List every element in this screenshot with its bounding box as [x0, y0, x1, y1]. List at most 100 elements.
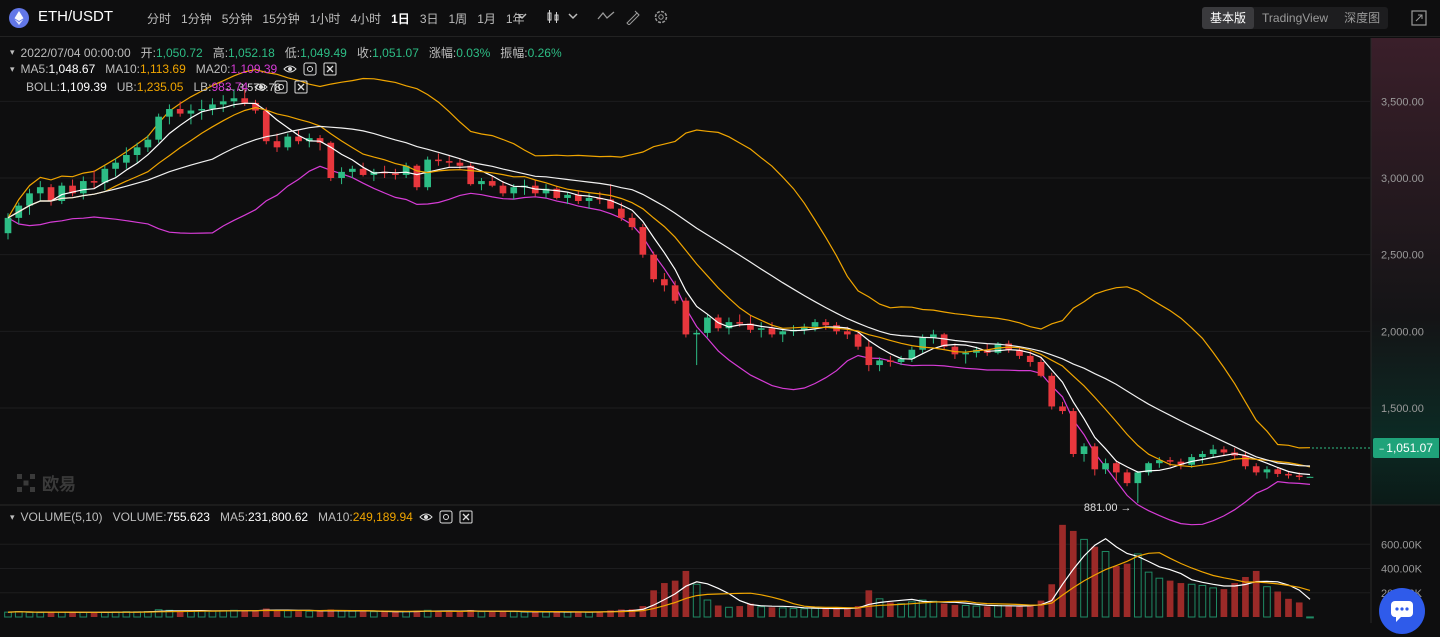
volume-bar	[887, 602, 894, 617]
settings-gear-icon[interactable]	[653, 9, 669, 28]
volume-bar	[811, 607, 819, 618]
candle-body	[1295, 475, 1303, 477]
chevron-down-icon[interactable]	[566, 9, 580, 26]
candle-body	[1209, 449, 1217, 454]
candle-body	[90, 181, 98, 183]
candle-body	[800, 326, 808, 330]
volume-bar	[1059, 524, 1066, 617]
eye-icon[interactable]	[419, 510, 433, 524]
candle-type-icon[interactable]	[545, 9, 561, 28]
volume-bar	[57, 611, 66, 618]
change-label: 涨幅:	[428, 46, 457, 60]
collapse-caret-icon[interactable]: ▾	[10, 511, 15, 522]
candle-body	[843, 331, 851, 335]
eye-icon[interactable]	[283, 62, 297, 76]
moving-average-lines	[7, 102, 1311, 476]
candle-body	[822, 322, 830, 326]
draw-tool-icon[interactable]	[625, 9, 641, 28]
collapse-caret-icon[interactable]: ▾	[10, 63, 15, 74]
trading-pair[interactable]: ETH/USDT	[38, 8, 113, 25]
volume-tick-label: 400.00K	[1381, 564, 1423, 576]
candle-body	[305, 138, 313, 142]
volume-bar	[778, 607, 787, 618]
volume-bar	[918, 599, 927, 618]
vol-ma5-label: MA5:	[219, 510, 248, 524]
candle-body	[768, 328, 776, 335]
candle-body	[284, 136, 292, 148]
volume-bar	[262, 608, 270, 617]
interval-5m[interactable]: 5分钟	[221, 12, 253, 26]
volume-bar	[445, 611, 453, 617]
interval-3d[interactable]: 3日	[419, 12, 439, 26]
candle-body	[499, 185, 507, 194]
volume-bar	[348, 610, 357, 618]
vol-ma5-value: 231,800.62	[247, 510, 309, 524]
volume-bar	[1209, 587, 1217, 618]
volume-bar	[1177, 583, 1185, 617]
candle-body	[348, 168, 356, 172]
support-chat-button[interactable]	[1379, 588, 1425, 634]
settings-gear-icon[interactable]	[303, 62, 317, 76]
volume-bar	[768, 607, 776, 617]
mode-basic[interactable]: 基本版	[1202, 7, 1255, 29]
fullscreen-icon[interactable]	[1410, 9, 1428, 30]
volume-bar	[1016, 606, 1023, 617]
volume-indicator-title: VOLUME(5,10)	[20, 510, 103, 524]
candle-body	[1091, 446, 1099, 470]
ma10-label: MA10:	[105, 62, 140, 76]
candle-date: 2022/07/04 00:00:00	[20, 45, 131, 60]
last-price-tag: −1,051.07	[1373, 438, 1439, 458]
volume-bar	[1069, 530, 1077, 617]
candle-body	[919, 337, 926, 350]
settings-gear-icon[interactable]	[274, 80, 288, 94]
volume-bars	[4, 524, 1314, 619]
candle-body	[456, 162, 464, 166]
candle-body	[1156, 460, 1163, 464]
mode-depth[interactable]: 深度图	[1344, 11, 1381, 25]
candle-body	[488, 181, 496, 186]
candle-body	[241, 98, 249, 103]
candle-body	[478, 181, 485, 185]
collapse-caret-icon[interactable]: ▾	[10, 47, 15, 57]
candlestick-series	[4, 89, 1314, 503]
indicator-icon[interactable]	[597, 9, 615, 26]
close-icon[interactable]	[459, 510, 473, 524]
settings-gear-icon[interactable]	[439, 510, 453, 524]
interval-15m[interactable]: 15分钟	[262, 12, 300, 26]
candle-body	[392, 173, 399, 175]
volume-bar	[1252, 570, 1260, 617]
candle-body	[736, 322, 744, 324]
candle-body	[1220, 449, 1228, 453]
volume-bar	[1242, 576, 1249, 617]
volume-bar	[477, 611, 486, 618]
interval-4h[interactable]: 4小时	[350, 12, 382, 26]
ma10-line	[7, 106, 1311, 468]
candle-body	[1252, 466, 1260, 473]
interval-tick[interactable]: 分时	[147, 12, 172, 26]
chevron-down-icon[interactable]	[515, 9, 529, 26]
volume-bar	[725, 606, 733, 618]
interval-1d[interactable]: 1日	[391, 12, 410, 26]
interval-1mo[interactable]: 1月	[477, 12, 496, 26]
candle-body	[58, 185, 66, 201]
volume-bar	[435, 611, 442, 617]
candle-body	[628, 217, 636, 228]
candle-body	[1102, 463, 1109, 470]
eye-icon[interactable]	[254, 80, 268, 94]
volume-bar	[1144, 571, 1153, 618]
interval-1m[interactable]: 1分钟	[181, 12, 212, 26]
kline-chart[interactable]: 3,500.00 3,000.00 2,500.00 2,000.00 1,500.00…	[0, 0, 1440, 623]
volume-bar	[757, 606, 766, 618]
volume-bar	[1285, 598, 1292, 617]
interval-1h[interactable]: 1小时	[309, 12, 341, 26]
volume-bar	[822, 608, 830, 617]
volume-bar	[165, 609, 174, 618]
close-icon[interactable]	[294, 80, 308, 94]
candle-body	[123, 155, 130, 163]
mode-tradingview[interactable]: TradingView	[1262, 11, 1329, 25]
close-icon[interactable]	[323, 62, 337, 76]
interval-1w[interactable]: 1周	[448, 12, 468, 26]
candle-body	[402, 165, 410, 175]
volume-bar	[90, 612, 98, 617]
candle-body	[424, 159, 431, 188]
